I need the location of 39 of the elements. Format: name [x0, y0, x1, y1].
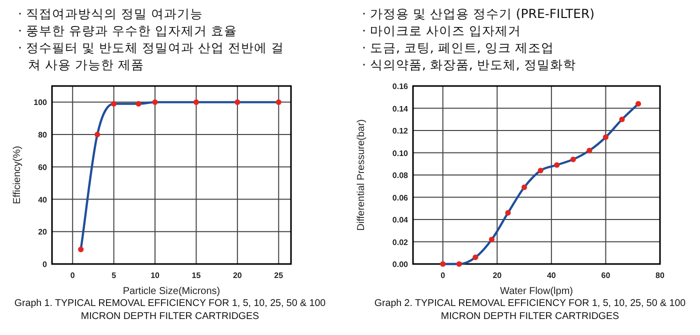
x-tick-label: 20 [492, 271, 502, 280]
text: · 가정용 및 산업용 정수기 (PRE-FILTER) [362, 5, 596, 22]
y-tick-label: 0.14 [392, 104, 409, 114]
y-tick-label: 0.04 [392, 216, 409, 224]
x-tick-label: 40 [546, 271, 556, 280]
x-tick-label: 5 [112, 271, 117, 280]
y-axis-title: Efficiency(%) [12, 146, 23, 204]
y-tick-label: 0.00 [392, 260, 409, 269]
y-tick-label: 60 [38, 162, 48, 172]
text: Graph 2. TYPICAL REMOVAL EFFICIENCY FOR 1, 5, 10, 25, 50 & 100 MICRON DEPTH FILTER CARTRIDGES [373, 297, 687, 323]
y-tick-label: 0.10 [392, 148, 409, 158]
x-axis-title: Particle Size(Microns) [122, 286, 220, 297]
x-tick-label: 20 [232, 271, 242, 280]
text: Graph 1. TYPICAL REMOVAL EFFICIENCY FOR 1, 5, 10, 25, 50 & 100 MICRON DEPTH FILTER CARTRIDGES [13, 297, 327, 323]
y-tick-label: 40 [38, 195, 48, 204]
y-tick-label: 0.06 [392, 193, 409, 202]
x-axis-title: Water Flow(lpm) [500, 286, 573, 297]
y-tick-label: 0.12 [392, 126, 409, 136]
y-tick-label: 100 [34, 98, 48, 108]
y-axis-title: Differential Pressure(bar) [356, 119, 367, 231]
text: · 식의약품, 화장품, 반도체, 정밀화학 [362, 56, 577, 73]
x-tick-label: 60 [601, 271, 611, 280]
text: · 마이크로 사이즈 입자제거 [362, 22, 522, 39]
text: · 직접여과방식의 정밀 여과기능 [18, 5, 204, 22]
y-tick-label: 20 [38, 228, 48, 237]
y-tick-label: 0.08 [392, 171, 409, 180]
y-tick-label: 0.16 [392, 82, 409, 91]
x-tick-label: 80 [656, 271, 665, 280]
x-tick-label: 0 [440, 271, 446, 280]
x-tick-label: 0 [70, 271, 76, 280]
text: · 도금, 코팅, 페인트, 잉크 제조업 [362, 39, 555, 56]
x-tick-label: 10 [150, 271, 160, 280]
x-tick-label: 25 [274, 271, 284, 280]
y-tick-label: 80 [38, 130, 48, 140]
text: · 정수필터 및 반도체 정밀여과 산업 전반에 걸쳐 사용 가능한 제품 [18, 39, 285, 73]
x-tick-label: 15 [192, 271, 202, 280]
text: · 풍부한 유량과 우수한 입자제거 효율 [18, 22, 238, 39]
y-tick-label: 0 [42, 260, 48, 269]
y-tick-label: 0.02 [392, 238, 409, 247]
